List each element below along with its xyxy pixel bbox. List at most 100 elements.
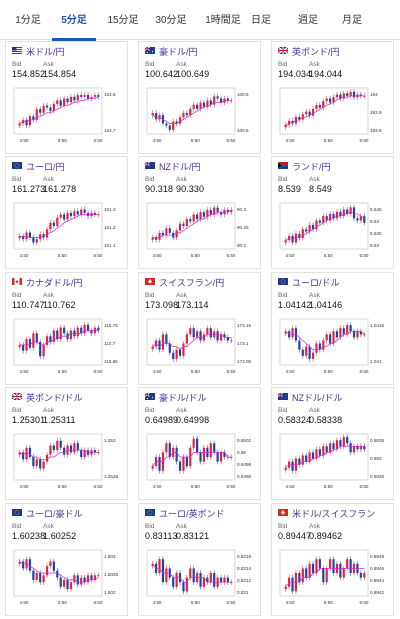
mini-chart[interactable]: 0.8948 0.8946 0.8944 0.8942 4:50 5:50 6:50 bbox=[277, 547, 390, 607]
plot-frame bbox=[146, 202, 236, 250]
mini-chart[interactable]: 161.3 161.2 161.1 4:50 5:50 6:50 bbox=[11, 200, 124, 260]
mini-chart[interactable]: 1.603 1.6025 1.602 4:50 5:50 6:50 bbox=[11, 547, 124, 607]
rate-card-eur-gbp[interactable]: ユーロ/英ポンド Bid Ask 0.83113 0.83121 0.8316 0.8314… bbox=[138, 503, 261, 616]
rate-card-nzd-usd[interactable]: NZドル/ドル Bid Ask 0.58324 0.58338 0.5835 0.583 0.… bbox=[271, 387, 394, 500]
candle-body bbox=[59, 577, 62, 587]
candle-body bbox=[32, 237, 35, 243]
mini-chart[interactable]: 100.6 100.5 4:50 5:50 6:50 bbox=[144, 85, 257, 145]
rate-card-nzd-jpy[interactable]: NZドル/円 Bid Ask 90.318 90.330 90.3 90.25 90.2 4:5… bbox=[138, 156, 261, 269]
pair-name[interactable]: カナダドル/円 bbox=[26, 278, 83, 288]
pair-name[interactable]: 米ドル/円 bbox=[26, 47, 65, 57]
mini-chart[interactable]: 90.3 90.25 90.2 4:50 5:50 6:50 bbox=[144, 200, 257, 260]
rate-card-chf-jpy[interactable]: スイスフラン/円 Bid Ask 173.098 173.114 173.15 173.1 1… bbox=[138, 272, 261, 385]
tab-4[interactable]: 1時間足 bbox=[205, 15, 241, 26]
x-tick-label: 5:50 bbox=[191, 138, 200, 143]
x-tick-label: 6:50 bbox=[360, 369, 369, 374]
moving-average-line bbox=[152, 333, 232, 351]
candle-body bbox=[359, 94, 362, 96]
mini-chart[interactable]: 194 193.9 193.8 4:50 5:50 6:50 bbox=[277, 85, 390, 145]
rate-card-gbp-jpy[interactable]: 英ポンド/円 Bid Ask 194.034 194.044 194 193.9 193.8 4… bbox=[271, 41, 394, 154]
candle-body bbox=[97, 95, 100, 97]
pair-name[interactable]: ユーロ/円 bbox=[26, 162, 65, 172]
rate-card-cad-jpy[interactable]: カナダドル/円 Bid Ask 110.747 110.762 110.75 110.7 11… bbox=[5, 272, 128, 385]
mini-chart[interactable]: 0.5835 0.583 0.5825 4:50 5:50 6:50 bbox=[277, 431, 390, 491]
tab-2[interactable]: 15分足 bbox=[107, 15, 139, 26]
tab-1[interactable]: 5分足 bbox=[52, 0, 96, 41]
rate-card-usd-chf[interactable]: 米ドル/スイスフラン Bid Ask 0.89447 0.89462 0.8948 0.89… bbox=[271, 503, 394, 616]
pair-name[interactable]: 英ポンド/円 bbox=[292, 47, 340, 57]
candle-body bbox=[69, 445, 73, 453]
candlestick-chart: 0.6502 0.65 0.6498 0.6496 4:50 5:50 6:50 bbox=[146, 433, 251, 489]
candle-body bbox=[209, 100, 212, 105]
candle-body bbox=[301, 455, 304, 465]
tab-3[interactable]: 30分足 bbox=[155, 15, 187, 26]
y-tick-label: 0.5835 bbox=[370, 438, 384, 443]
candle-body bbox=[42, 105, 45, 113]
tab-5[interactable]: 日足 bbox=[251, 15, 271, 26]
candle-body bbox=[226, 209, 229, 213]
pair-name[interactable]: 豪ドル/円 bbox=[159, 47, 198, 57]
candle-body bbox=[182, 113, 185, 118]
candle-body bbox=[59, 327, 62, 340]
bid-value: 194.034 bbox=[278, 69, 312, 79]
candle-body bbox=[329, 443, 332, 453]
candle-body bbox=[28, 116, 32, 126]
mini-chart[interactable]: 173.15 173.1 173.05 4:50 5:50 6:50 bbox=[144, 316, 257, 376]
candle-body bbox=[45, 229, 49, 238]
candle-body bbox=[73, 211, 76, 217]
ask-label: Ask bbox=[176, 407, 187, 414]
tab-7[interactable]: 月足 bbox=[342, 15, 362, 26]
pair-name[interactable]: ユーロ/英ポンド bbox=[159, 509, 225, 519]
rate-card-eur-aud[interactable]: ユーロ/豪ドル Bid Ask 1.60238 1.60252 1.603 1.6025 1.… bbox=[5, 503, 128, 616]
rate-card-aud-usd[interactable]: 豪ドル/ドル Bid Ask 0.64989 0.64998 0.6502 0.65 0.64… bbox=[138, 387, 261, 500]
candle-body bbox=[291, 235, 294, 243]
moving-average-line bbox=[19, 214, 99, 238]
candle-body bbox=[359, 446, 362, 450]
pair-name[interactable]: NZドル/ドル bbox=[292, 393, 343, 403]
tab-0[interactable]: 1分足 bbox=[15, 15, 41, 26]
rate-card-gbp-usd[interactable]: 英ポンド/ドル Bid Ask 1.25301 1.25311 1.253 1.2525 4:… bbox=[5, 387, 128, 500]
mini-chart[interactable]: 8.545 8.54 8.535 8.53 4:50 5:50 6:50 bbox=[277, 200, 390, 260]
candle-body bbox=[213, 573, 216, 587]
candle-body bbox=[294, 116, 298, 124]
pair-name[interactable]: 豪ドル/ドル bbox=[159, 393, 207, 403]
y-tick-label: 0.583 bbox=[370, 456, 382, 461]
mini-chart[interactable]: 0.6502 0.65 0.6498 0.6496 4:50 5:50 6:50 bbox=[144, 431, 257, 491]
rate-card-zar-jpy[interactable]: ランド/円 Bid Ask 8.539 8.549 8.545 8.54 8.535 8.53 4… bbox=[271, 156, 394, 269]
rate-card-eur-usd[interactable]: ユーロ/ドル Bid Ask 1.04142 1.04146 1.0415 1.041 4:5… bbox=[271, 272, 394, 385]
tab-6[interactable]: 週足 bbox=[298, 15, 318, 26]
pair-name[interactable]: NZドル/円 bbox=[159, 162, 201, 172]
y-tick-label: 173.15 bbox=[237, 323, 251, 328]
card-header: 米ドル/スイスフラン bbox=[278, 508, 393, 520]
mini-chart[interactable]: 0.8316 0.8314 0.8312 0.831 4:50 5:50 6:50 bbox=[144, 547, 257, 607]
mini-chart[interactable]: 1.253 1.2525 4:50 5:50 6:50 bbox=[11, 431, 124, 491]
bid-value: 1.04142 bbox=[278, 300, 312, 310]
candle-body bbox=[192, 214, 195, 222]
candle-body bbox=[93, 450, 96, 453]
candle-body bbox=[230, 340, 233, 342]
candle-body bbox=[35, 573, 38, 580]
pair-name[interactable]: 英ポンド/ドル bbox=[26, 393, 83, 403]
ask-label: Ask bbox=[176, 292, 187, 299]
candle-body bbox=[192, 328, 195, 338]
candle-body bbox=[223, 452, 226, 457]
candlestick-chart: 1.253 1.2525 4:50 5:50 6:50 bbox=[13, 433, 118, 489]
candle-body bbox=[325, 216, 328, 221]
moving-average-line bbox=[152, 100, 232, 124]
pair-name[interactable]: ランド/円 bbox=[292, 162, 331, 172]
ask-label: Ask bbox=[309, 523, 320, 530]
mini-chart[interactable]: 1.0415 1.041 4:50 5:50 6:50 bbox=[277, 316, 390, 376]
candlestick-chart: 0.5835 0.583 0.5825 4:50 5:50 6:50 bbox=[279, 433, 384, 489]
mini-chart[interactable]: 110.75 110.7 110.65 4:50 5:50 6:50 bbox=[11, 316, 124, 376]
pair-name[interactable]: ユーロ/ドル bbox=[292, 278, 340, 288]
candle-body bbox=[226, 98, 229, 101]
pair-name[interactable]: ユーロ/豪ドル bbox=[26, 509, 83, 519]
bid-value: 0.89447 bbox=[278, 531, 312, 541]
mini-chart[interactable]: 154.8 154.7 4:50 5:50 6:50 bbox=[11, 85, 124, 145]
y-tick-label: 193.9 bbox=[370, 110, 382, 115]
pair-name[interactable]: スイスフラン/円 bbox=[159, 278, 225, 288]
rate-card-aud-jpy[interactable]: 豪ドル/円 Bid Ask 100.642 100.649 100.6 100.5 4:50 5… bbox=[138, 41, 261, 154]
rate-card-eur-jpy[interactable]: ユーロ/円 Bid Ask 161.273 161.278 161.3 161.2 161.1… bbox=[5, 156, 128, 269]
rate-card-usd-jpy[interactable]: 米ドル/円 Bid Ask 154.852 154.854 154.8 154.7 4:50 5… bbox=[5, 41, 128, 154]
pair-name[interactable]: 米ドル/スイスフラン bbox=[292, 509, 376, 519]
